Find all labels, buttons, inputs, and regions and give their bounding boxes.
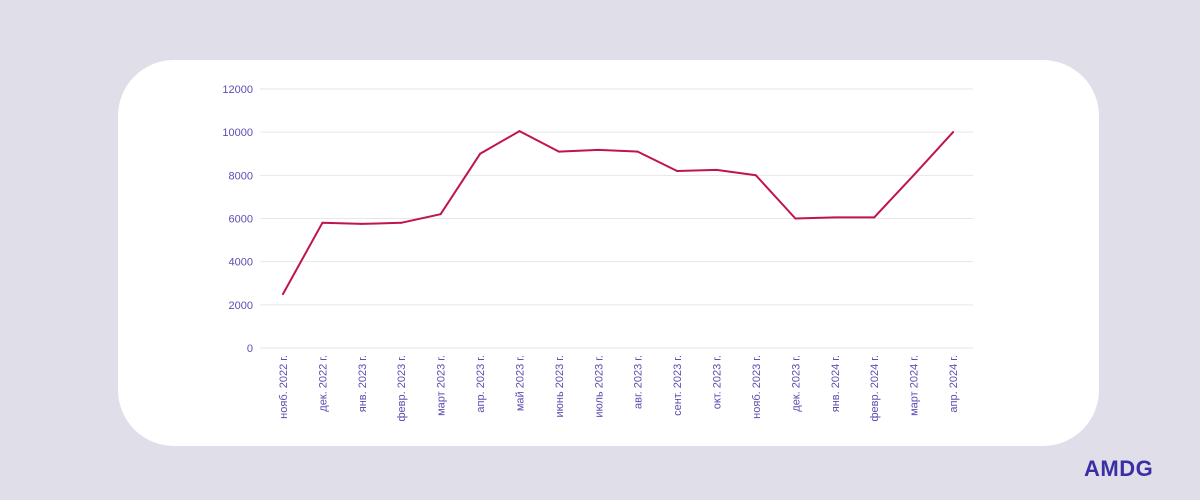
data-point xyxy=(912,174,915,177)
data-point xyxy=(715,168,718,171)
data-point xyxy=(479,152,482,155)
x-tick-label: апр. 2024 г. xyxy=(948,355,960,413)
data-point xyxy=(754,174,757,177)
y-tick-label: 10000 xyxy=(222,127,253,139)
series-layer xyxy=(282,130,954,296)
x-tick-label: окт. 2023 г. xyxy=(712,355,724,409)
line-chart: 0 2000 4000 6000 8000 10000 12000 нояб. 2022 г… xyxy=(222,84,973,422)
x-tick-label: июль 2023 г. xyxy=(593,355,605,418)
x-tick-label: авг. 2023 г. xyxy=(633,355,645,409)
data-point xyxy=(360,222,363,225)
data-point xyxy=(952,131,954,134)
data-point xyxy=(636,150,639,153)
brand-logo: AMDG xyxy=(1084,456,1154,481)
data-point xyxy=(557,150,560,153)
x-tick-label: апр. 2023 г. xyxy=(475,355,487,413)
series-line xyxy=(282,130,954,295)
chart-card: 0 2000 4000 6000 8000 10000 12000 нояб. 2022 г… xyxy=(118,60,1099,446)
data-point xyxy=(794,217,797,220)
x-tick-label: сент. 2023 г. xyxy=(672,355,684,416)
x-tick-label: нояб. 2022 г. xyxy=(278,355,290,419)
y-tick-label: 4000 xyxy=(229,257,253,269)
data-point xyxy=(321,221,324,224)
y-tick-label: 6000 xyxy=(229,214,253,226)
data-point xyxy=(282,293,284,296)
data-point xyxy=(518,130,521,133)
data-point xyxy=(676,170,679,173)
y-tick-label: 0 xyxy=(247,343,253,355)
y-tick-label: 12000 xyxy=(222,84,253,96)
data-point xyxy=(597,148,600,151)
y-tick-label: 8000 xyxy=(229,170,253,182)
x-tick-label: февр. 2023 г. xyxy=(396,355,408,422)
data-point xyxy=(439,213,442,216)
data-point xyxy=(400,221,403,224)
x-tick-label: июнь 2023 г. xyxy=(554,355,566,418)
x-tick-label: дек. 2022 г. xyxy=(317,355,329,412)
x-tick-label: дек. 2023 г. xyxy=(790,355,802,412)
x-tick-label: янв. 2023 г. xyxy=(357,355,369,412)
data-point xyxy=(833,216,836,219)
x-axis: нояб. 2022 г. дек. 2022 г. янв. 2023 г. фев… xyxy=(278,355,960,422)
x-tick-label: май 2023 г. xyxy=(514,355,526,411)
x-tick-label: март 2024 г. xyxy=(909,355,921,416)
x-tick-label: февр. 2024 г. xyxy=(869,355,881,422)
x-tick-label: нояб. 2023 г. xyxy=(751,355,763,419)
grid-lines xyxy=(260,88,973,349)
x-tick-label: янв. 2024 г. xyxy=(830,355,842,412)
y-axis: 0 2000 4000 6000 8000 10000 12000 xyxy=(222,84,253,355)
y-tick-label: 2000 xyxy=(229,300,253,312)
data-point xyxy=(873,216,876,219)
x-tick-label: март 2023 г. xyxy=(436,355,448,416)
